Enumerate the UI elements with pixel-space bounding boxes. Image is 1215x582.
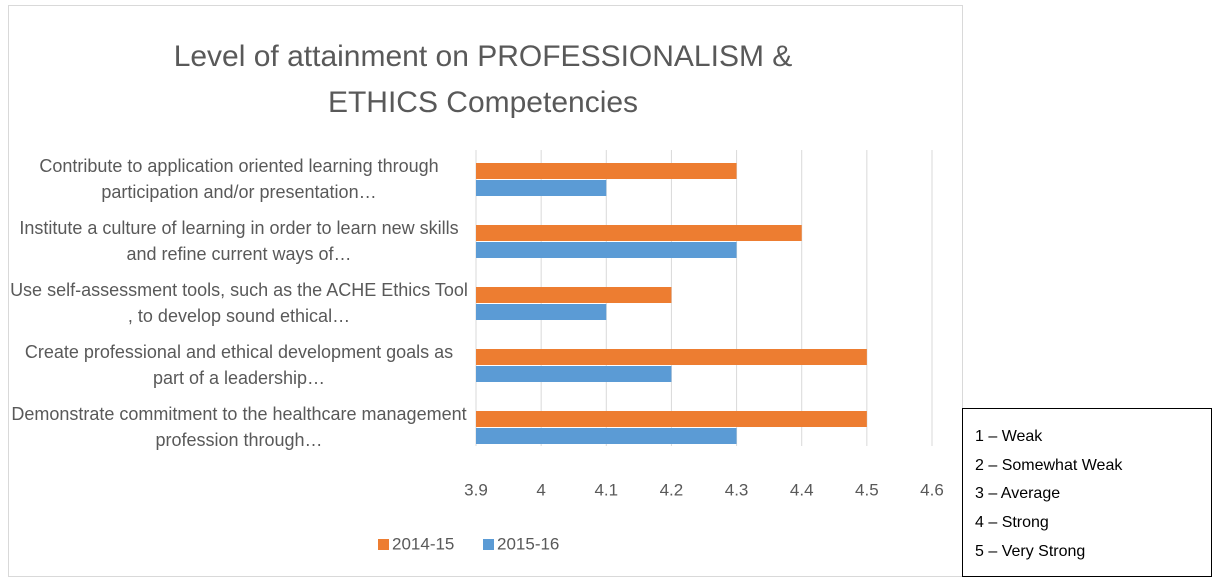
- bar: [476, 242, 737, 258]
- legend-label: 2015-16: [497, 534, 559, 553]
- scale-item: 3 – Average: [975, 485, 1061, 503]
- category-label: Demonstrate commitment to the healthcare…: [11, 404, 467, 450]
- scale-legend: 1 – Weak 2 – Somewhat Weak 3 – Average 4 – …: [962, 408, 1212, 577]
- scale-item: 2 – Somewhat Weak: [975, 456, 1123, 474]
- category-label: Contribute to application oriented learn…: [39, 156, 439, 202]
- bar: [476, 180, 607, 196]
- legend-label: 2014-15: [392, 534, 454, 553]
- x-tick-label: 4.1: [594, 480, 618, 499]
- bar: [476, 304, 607, 320]
- x-tick-label: 3.9: [464, 480, 488, 499]
- x-tick-label: 4.2: [660, 480, 684, 499]
- category-label: Institute a culture of learning in order…: [19, 218, 459, 264]
- category-label: Use self-assessment tools, such as the A…: [10, 280, 468, 326]
- x-tick-label: 4: [536, 480, 545, 499]
- x-tick-label: 4.6: [920, 480, 944, 499]
- bar: [476, 163, 737, 179]
- legend-swatch: [483, 539, 494, 550]
- category-label: Create professional and ethical developm…: [24, 342, 454, 388]
- x-tick-label: 4.4: [790, 480, 814, 499]
- bar: [476, 225, 802, 241]
- scale-item: 1 – Weak: [975, 428, 1043, 445]
- legend-swatch: [378, 539, 389, 550]
- x-tick-label: 4.3: [725, 480, 749, 499]
- scale-item: 5 – Very Strong: [975, 542, 1086, 560]
- scale-item: 4 – Strong: [975, 514, 1049, 532]
- bar: [476, 428, 737, 444]
- chart-frame: [8, 5, 963, 577]
- chart-title: Level of attainment on PROFESSIONALISM &…: [173, 40, 793, 119]
- bar: [476, 411, 867, 427]
- bar: [476, 349, 867, 365]
- bar: [476, 287, 672, 303]
- bar: [476, 366, 672, 382]
- x-tick-label: 4.5: [855, 480, 879, 499]
